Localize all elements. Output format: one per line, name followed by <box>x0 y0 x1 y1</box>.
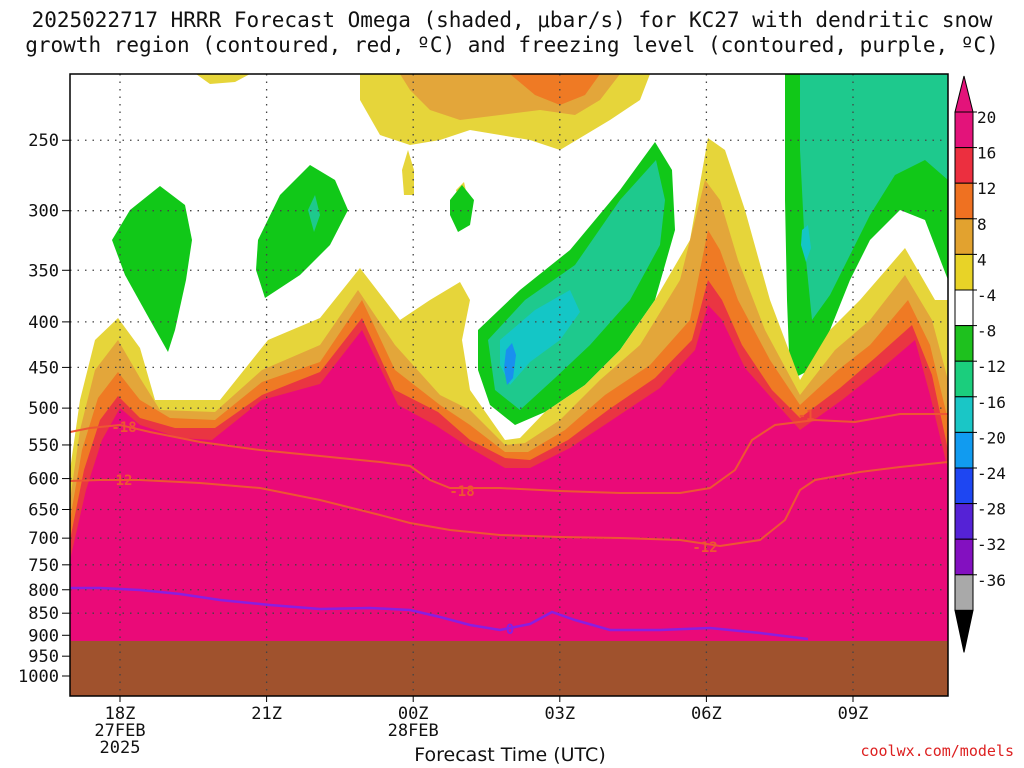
colorbar-segment <box>954 360 974 398</box>
dendritic-contour-lower <box>70 461 948 548</box>
omega-fill-cyan-right <box>801 225 811 262</box>
colorbar-label: -4 <box>977 286 996 305</box>
colorbar-bottom-arrow <box>954 609 974 653</box>
plot-frame <box>69 73 949 697</box>
colorbar-segment <box>954 431 974 469</box>
colorbar-label: 20 <box>977 108 996 127</box>
gridlines <box>70 74 948 696</box>
omega-fill-green-left <box>112 186 192 352</box>
y-tick-label: 950 <box>28 647 59 667</box>
contour-label: 12 <box>116 473 133 489</box>
colorbar-label: 8 <box>977 215 987 234</box>
y-tick-label: 1000 <box>18 667 59 687</box>
contour-label: -12 <box>692 540 717 556</box>
colorbar-label: -36 <box>977 571 1006 590</box>
colorbar-segment <box>954 396 974 433</box>
colorbar-label: -16 <box>977 393 1006 412</box>
omega-fill-orange-upper <box>510 74 600 105</box>
contour-label: 0 <box>506 622 514 638</box>
colorbar-label: 16 <box>977 144 996 163</box>
omega-fill-green-small <box>450 185 474 232</box>
x-tick-label: 03Z <box>544 704 575 724</box>
contour-label: -18 <box>111 420 136 436</box>
y-axis-tick-labels: 2503003504004505005506006507007508008509… <box>18 131 70 687</box>
colorbar-segment <box>954 111 974 149</box>
y-tick-label: 600 <box>28 470 59 490</box>
colorbar-segment <box>954 218 974 255</box>
colorbar-segment <box>954 574 974 611</box>
colorbar-label: -32 <box>977 535 1006 554</box>
y-tick-label: 650 <box>28 501 59 521</box>
colorbar-label: -12 <box>977 357 1006 376</box>
dendritic-contour-upper <box>70 413 948 494</box>
omega-fill-yellow-upper-left <box>196 74 250 84</box>
x-tick-label: 28FEB <box>388 721 439 741</box>
site-credit: coolwx.com/models <box>860 742 1014 760</box>
y-tick-label: 350 <box>28 261 59 281</box>
colorbar: 20 16 12 8 4 -4 -8 -12 -16 -20 -24 -28 -32 -36 <box>954 75 1006 653</box>
y-tick-label: 550 <box>28 436 59 456</box>
x-axis-title: Forecast Time (UTC) <box>414 744 606 766</box>
colorbar-segment <box>954 467 974 505</box>
omega-fill-yellow-drip-1 <box>402 150 414 195</box>
chart-title-line-1: 2025022717 HRRR Forecast Omega (shaded, … <box>31 8 993 32</box>
colorbar-label: 4 <box>977 250 987 269</box>
contours: -18 12 -18 -12 -1 0 <box>70 408 948 641</box>
colorbar-label: -24 <box>977 464 1006 483</box>
x-tick-label: 27FEB <box>94 721 145 741</box>
colorbar-label: 12 <box>977 179 996 198</box>
contour-label: -18 <box>449 484 474 500</box>
y-tick-label: 850 <box>28 604 59 624</box>
colorbar-top-arrow <box>954 75 974 113</box>
chart-title-line-2: growth region (contoured, red, ºC) and f… <box>25 33 999 57</box>
omega-fill-cyan-center <box>500 290 580 385</box>
x-tick-label: 21Z <box>251 704 282 724</box>
colorbar-segment <box>954 147 974 184</box>
y-tick-label: 900 <box>28 626 59 646</box>
colorbar-label: -20 <box>977 428 1006 447</box>
y-tick-label: 700 <box>28 529 59 549</box>
y-tick-label: 400 <box>28 313 59 333</box>
x-tick-label: 06Z <box>691 704 722 724</box>
contour-label: -1 <box>798 408 815 424</box>
y-tick-label: 250 <box>28 131 59 151</box>
y-tick-label: 450 <box>28 358 59 378</box>
omega-fill-teal-mid <box>308 195 320 232</box>
y-tick-label: 300 <box>28 202 59 222</box>
colorbar-segment <box>954 182 974 220</box>
omega-fill-teal-right <box>800 74 948 320</box>
colorbar-segment <box>954 253 974 291</box>
y-tick-label: 500 <box>28 399 59 419</box>
ground-below-surface <box>70 641 948 696</box>
colorbar-label: -8 <box>977 322 996 341</box>
colorbar-segment <box>954 503 974 540</box>
contour-labels: -18 12 -18 -12 -1 0 <box>111 408 814 638</box>
omega-fill-magenta-lower <box>70 305 948 650</box>
omega-shaded-field <box>70 74 948 696</box>
x-tick-label: 18Z <box>105 704 136 724</box>
y-tick-label: 800 <box>28 581 59 601</box>
colorbar-label: -28 <box>977 500 1006 519</box>
x-tick-label: 09Z <box>838 704 869 724</box>
x-tick-label: 00Z <box>398 704 429 724</box>
colorbar-segment <box>954 538 974 576</box>
colorbar-segment <box>954 325 974 362</box>
omega-fill-green-mid <box>256 165 348 298</box>
colorbar-segment <box>954 289 974 327</box>
y-tick-label: 750 <box>28 556 59 576</box>
freezing-level-contour <box>70 586 809 641</box>
x-tick-label: 2025 <box>100 738 141 758</box>
omega-fill-blue-center <box>504 343 516 385</box>
